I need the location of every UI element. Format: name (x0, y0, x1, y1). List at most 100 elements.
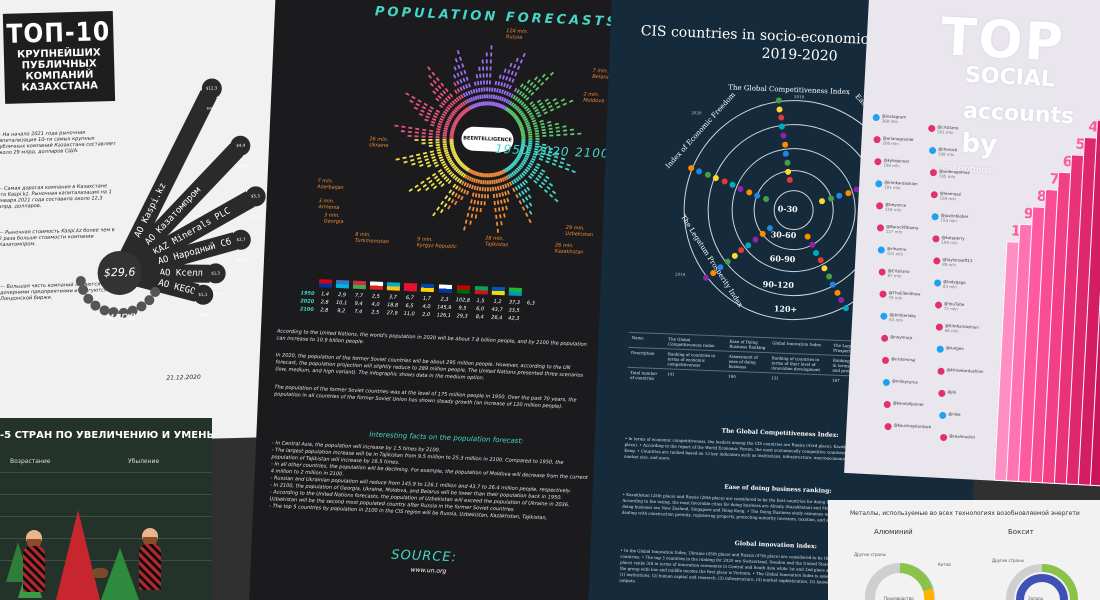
population-bar-segment (477, 193, 481, 198)
flag-cell (436, 283, 455, 296)
population-bar-segment (527, 89, 532, 94)
metals-col-bauxite: Боксит (1008, 528, 1034, 536)
population-bar-segment (458, 179, 463, 184)
population-bar-segment (435, 143, 440, 147)
population-bar-segment (454, 176, 459, 181)
population-bar-segment (447, 205, 451, 210)
population-bar-segment (503, 213, 506, 218)
population-bar-segment (495, 179, 499, 184)
country-flag-icon (386, 282, 401, 291)
population-bar-segment (452, 152, 457, 156)
population-bar-segment (539, 155, 545, 158)
population-bar-segment (459, 56, 462, 61)
country-flag-icon (403, 282, 418, 292)
metals-legend: Китай (938, 562, 951, 567)
cis-country-dot (687, 165, 694, 172)
population-bar-segment (549, 71, 555, 76)
population-bar-segment (434, 163, 440, 168)
population-bar-segment (440, 101, 445, 106)
donut-segment (899, 563, 933, 592)
population-bar-segment (495, 214, 498, 219)
population-bar-segment (463, 189, 467, 194)
population-bar-segment (521, 160, 526, 165)
donut-ring (1016, 574, 1068, 600)
population-bar-segment (490, 173, 493, 178)
population-bar-segment (483, 87, 486, 92)
population-bar-segment (463, 100, 468, 105)
population-bar-segment (532, 84, 537, 89)
population-bar-segment (447, 116, 453, 120)
social-account-count: 68 mln (944, 327, 959, 334)
source-url[interactable]: www.un.org (410, 566, 447, 575)
population-bar-segment (475, 171, 479, 176)
population-bar-segment (440, 115, 445, 119)
population-bar-segment (499, 170, 503, 176)
population-bar-segment (443, 147, 448, 151)
population-bar-segment (465, 76, 469, 81)
population-bar-segment (498, 74, 502, 79)
flag-cell (317, 278, 335, 291)
population-bar-segment (429, 150, 434, 154)
social-account-handle: @kendalljenner (892, 400, 925, 407)
population-bar-segment (433, 185, 438, 190)
population-bar-segment (505, 76, 509, 81)
population-bar-segment (504, 106, 509, 112)
population-bar-segment (492, 186, 495, 192)
population-bar-segment (543, 189, 548, 194)
metals-panel: Металлы, используемые во всех технология… (828, 500, 1100, 600)
population-bar-segment (540, 125, 546, 129)
population-bar-segment (501, 89, 504, 94)
population-bar-segment (513, 178, 517, 184)
ring-label: 120+ (773, 303, 798, 315)
population-bar-segment (432, 212, 436, 217)
population-bar-segment (464, 166, 469, 171)
population-bar-segment (558, 165, 563, 169)
population-bar-segment (519, 126, 524, 130)
population-bar-segment (546, 101, 551, 106)
population-bar-segment (527, 194, 532, 199)
population-bar-segment (513, 64, 517, 69)
population-bar-segment (475, 88, 478, 93)
population-bar-segment (525, 96, 530, 101)
population-bar-segment (538, 102, 544, 106)
population-bar-segment (546, 120, 552, 124)
population-bar-segment (554, 152, 560, 155)
population-bar-segment (453, 121, 458, 126)
population-bar-segment (524, 154, 530, 159)
social-avatar-icon (878, 268, 886, 276)
population-bar-segment (519, 150, 524, 154)
population-bar-segment (435, 178, 441, 183)
population-bar-segment (527, 109, 532, 114)
population-bar-segment (539, 119, 544, 123)
population-bar-segment (415, 127, 420, 131)
kz-title-big: ТОП-10 (6, 17, 111, 50)
population-bar-segment (479, 80, 483, 85)
population-bar-segment (459, 102, 464, 107)
cis-country-dot (717, 263, 724, 271)
population-bar-segment (511, 180, 515, 185)
population-bar-segment (520, 190, 525, 195)
population-bar-segment (473, 178, 477, 183)
population-bar-segment (480, 172, 484, 178)
population-bar-segment (514, 158, 519, 163)
population-bar-segment (518, 110, 523, 115)
population-bar-segment (449, 140, 454, 143)
population-bar-segment (455, 97, 460, 102)
population-bar-segment (436, 206, 441, 211)
population-bar-segment (503, 105, 507, 111)
lumberjack-shirt-icon (139, 544, 161, 590)
population-bar-segment (493, 172, 497, 177)
population-country-label: 2 mln. Moldova (583, 91, 605, 105)
population-bar-segment (469, 105, 473, 110)
population-bar-segment (450, 198, 455, 204)
population-bar-segment (547, 124, 553, 127)
population-bar-segment (458, 170, 463, 176)
population-bar-segment (520, 143, 526, 146)
population-bar-segment (534, 148, 539, 151)
population-bar-segment (450, 147, 455, 151)
social-avatar-icon (929, 168, 938, 177)
population-bar-segment (548, 147, 553, 151)
population-bar-segment (409, 99, 414, 104)
population-bar-segment (452, 164, 457, 169)
